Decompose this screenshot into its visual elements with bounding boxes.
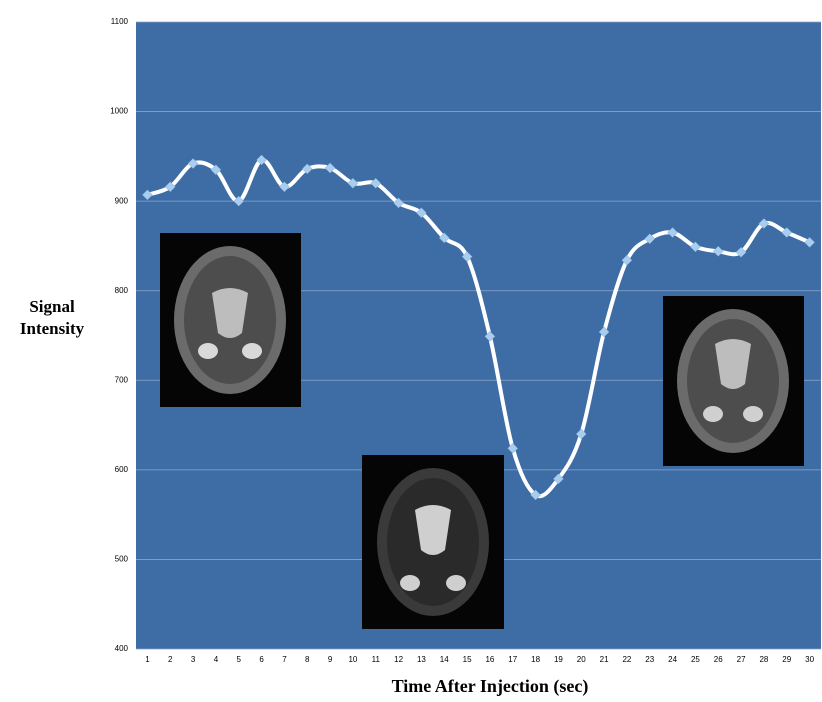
x-tick-label: 5 [237,655,242,664]
x-tick-label: 1 [145,655,150,664]
y-tick-label: 400 [115,644,129,653]
data-point [758,218,770,229]
data-point [575,428,587,440]
data-point [667,227,678,238]
data-point [142,189,153,201]
data-point [324,162,336,174]
y-tick-label: 900 [115,196,129,205]
x-tick-label: 25 [691,655,700,664]
y-tick-label: 1000 [110,107,128,116]
x-tick-label: 2 [168,655,173,664]
y-tick-label: 700 [115,375,129,384]
x-tick-label: 26 [714,655,723,664]
x-tick-label: 20 [577,655,586,664]
data-point [438,232,450,244]
y-axis-label: Signal Intensity [19,297,85,338]
y-tick-label: 800 [115,286,129,295]
data-point [164,181,176,193]
data-point [690,241,701,253]
data-point [712,245,724,257]
data-point [735,246,747,258]
data-point [644,233,656,245]
mri-image [362,455,504,629]
x-tick-label: 7 [282,655,287,664]
data-point [484,331,496,342]
data-point [256,154,267,166]
data-point [621,254,633,266]
x-tick-label: 19 [554,655,563,664]
x-tick-label: 12 [394,655,403,664]
x-tick-label: 28 [759,655,768,664]
x-tick-label: 14 [440,655,449,664]
data-point [598,326,610,338]
x-tick-label: 13 [417,655,426,664]
series-layer [142,154,815,501]
data-point [210,164,222,176]
x-tick-label: 24 [668,655,677,664]
x-tick-label: 17 [508,655,517,664]
x-tick-label: 9 [328,655,333,664]
x-tick-label: 22 [622,655,631,664]
data-point [507,443,519,454]
data-point [393,197,404,209]
x-tick-label: 8 [305,655,310,664]
data-point [530,489,541,501]
x-tick-label: 16 [485,655,494,664]
data-point [279,181,290,193]
x-tick-label: 29 [782,655,791,664]
y-tick-label: 600 [115,465,129,474]
data-point [781,227,793,238]
data-point [553,473,564,485]
data-point [804,236,815,248]
data-point [187,158,199,169]
data-point [416,207,427,219]
x-tick-label: 30 [805,655,814,664]
data-point [370,177,382,189]
x-tick-label: 18 [531,655,540,664]
data-point [461,251,473,263]
y-tick-label: 500 [115,555,129,564]
x-tick-label: 3 [191,655,196,664]
x-axis-label: Time After Injection (sec) [391,676,589,696]
x-tick-label: 10 [348,655,357,664]
data-point [301,163,313,175]
x-tick-label: 27 [737,655,746,664]
data-point [347,177,359,189]
mri-image [160,233,301,407]
mri-image [663,296,804,466]
data-point [233,195,245,207]
x-tick-label: 11 [372,655,381,664]
x-tick-label: 6 [259,655,264,664]
mri-images [160,233,804,629]
x-tick-label: 21 [600,655,609,664]
x-tick-label: 23 [645,655,654,664]
x-tick-label: 4 [214,655,219,664]
y-tick-label: 1100 [111,17,129,26]
x-tick-label: 15 [463,655,472,664]
